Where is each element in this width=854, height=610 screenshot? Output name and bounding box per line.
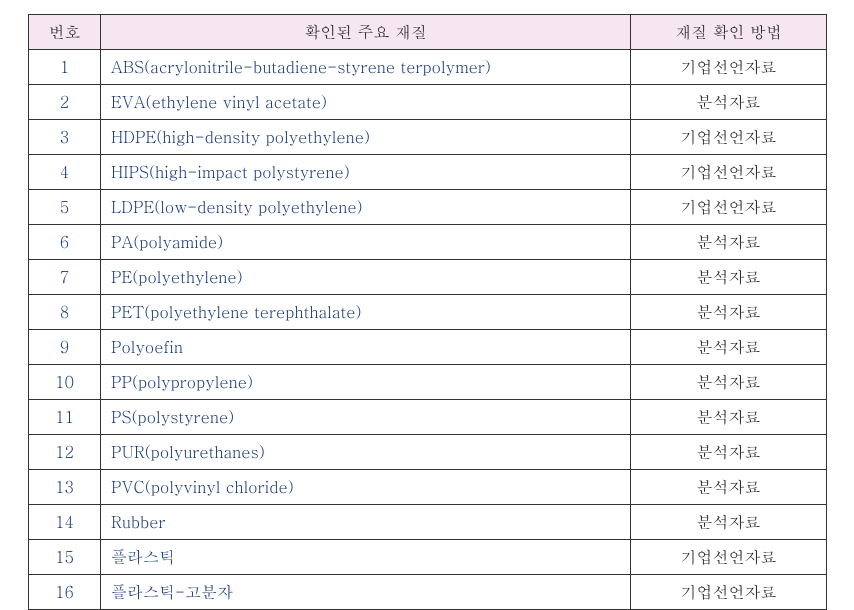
cell-method: 분석자료 bbox=[631, 365, 827, 400]
cell-material: EVA(ethylene vinyl acetate) bbox=[101, 85, 631, 120]
cell-material: LDPE(low-density polyethylene) bbox=[101, 190, 631, 225]
cell-method: 기업선언자료 bbox=[631, 50, 827, 85]
cell-num: 1 bbox=[29, 50, 101, 85]
table-row: 13 PVC(polyvinyl chloride) 분석자료 bbox=[29, 470, 827, 505]
cell-method: 분석자료 bbox=[631, 85, 827, 120]
table-row: 14 Rubber 분석자료 bbox=[29, 505, 827, 540]
header-num: 번호 bbox=[29, 15, 101, 50]
table-row: 12 PUR(polyurethanes) 분석자료 bbox=[29, 435, 827, 470]
table-row: 5 LDPE(low-density polyethylene) 기업선언자료 bbox=[29, 190, 827, 225]
cell-method: 기업선언자료 bbox=[631, 575, 827, 610]
cell-num: 7 bbox=[29, 260, 101, 295]
cell-num: 10 bbox=[29, 365, 101, 400]
cell-num: 4 bbox=[29, 155, 101, 190]
cell-num: 8 bbox=[29, 295, 101, 330]
cell-material: ABS(acrylonitrile-butadiene-styrene terp… bbox=[101, 50, 631, 85]
table-row: 15 플라스틱 기업선언자료 bbox=[29, 540, 827, 575]
cell-num: 14 bbox=[29, 505, 101, 540]
cell-material: HIPS(high-impact polystyrene) bbox=[101, 155, 631, 190]
cell-method: 분석자료 bbox=[631, 225, 827, 260]
header-method: 재질 확인 방법 bbox=[631, 15, 827, 50]
table-row: 8 PET(polyethylene terephthalate) 분석자료 bbox=[29, 295, 827, 330]
cell-material: PVC(polyvinyl chloride) bbox=[101, 470, 631, 505]
cell-num: 3 bbox=[29, 120, 101, 155]
table-row: 10 PP(polypropylene) 분석자료 bbox=[29, 365, 827, 400]
table-row: 3 HDPE(high-density polyethylene) 기업선언자료 bbox=[29, 120, 827, 155]
cell-material: 플라스틱 bbox=[101, 540, 631, 575]
cell-num: 16 bbox=[29, 575, 101, 610]
cell-num: 12 bbox=[29, 435, 101, 470]
table-body: 1 ABS(acrylonitrile-butadiene-styrene te… bbox=[29, 50, 827, 610]
table-row: 16 플라스틱-고분자 기업선언자료 bbox=[29, 575, 827, 610]
table-row: 11 PS(polystyrene) 분석자료 bbox=[29, 400, 827, 435]
cell-num: 9 bbox=[29, 330, 101, 365]
cell-num: 15 bbox=[29, 540, 101, 575]
table-row: 2 EVA(ethylene vinyl acetate) 분석자료 bbox=[29, 85, 827, 120]
table-row: 9 Polyoefin 분석자료 bbox=[29, 330, 827, 365]
materials-table: 번호 확인된 주요 재질 재질 확인 방법 1 ABS(acrylonitril… bbox=[28, 14, 827, 610]
cell-method: 분석자료 bbox=[631, 330, 827, 365]
table-row: 1 ABS(acrylonitrile-butadiene-styrene te… bbox=[29, 50, 827, 85]
cell-method: 분석자료 bbox=[631, 470, 827, 505]
cell-material: PUR(polyurethanes) bbox=[101, 435, 631, 470]
cell-material: PA(polyamide) bbox=[101, 225, 631, 260]
cell-method: 분석자료 bbox=[631, 260, 827, 295]
cell-num: 11 bbox=[29, 400, 101, 435]
cell-method: 기업선언자료 bbox=[631, 155, 827, 190]
cell-method: 분석자료 bbox=[631, 505, 827, 540]
table-row: 4 HIPS(high-impact polystyrene) 기업선언자료 bbox=[29, 155, 827, 190]
cell-num: 5 bbox=[29, 190, 101, 225]
cell-method: 기업선언자료 bbox=[631, 540, 827, 575]
cell-material: PP(polypropylene) bbox=[101, 365, 631, 400]
cell-material: PE(polyethylene) bbox=[101, 260, 631, 295]
cell-material: PET(polyethylene terephthalate) bbox=[101, 295, 631, 330]
cell-material: PS(polystyrene) bbox=[101, 400, 631, 435]
cell-method: 분석자료 bbox=[631, 400, 827, 435]
cell-num: 13 bbox=[29, 470, 101, 505]
header-material: 확인된 주요 재질 bbox=[101, 15, 631, 50]
cell-material: Rubber bbox=[101, 505, 631, 540]
cell-num: 2 bbox=[29, 85, 101, 120]
cell-material: HDPE(high-density polyethylene) bbox=[101, 120, 631, 155]
cell-num: 6 bbox=[29, 225, 101, 260]
cell-method: 분석자료 bbox=[631, 295, 827, 330]
table-row: 6 PA(polyamide) 분석자료 bbox=[29, 225, 827, 260]
cell-method: 분석자료 bbox=[631, 435, 827, 470]
table-header-row: 번호 확인된 주요 재질 재질 확인 방법 bbox=[29, 15, 827, 50]
cell-material: 플라스틱-고분자 bbox=[101, 575, 631, 610]
cell-method: 기업선언자료 bbox=[631, 190, 827, 225]
cell-material: Polyoefin bbox=[101, 330, 631, 365]
cell-method: 기업선언자료 bbox=[631, 120, 827, 155]
table-row: 7 PE(polyethylene) 분석자료 bbox=[29, 260, 827, 295]
